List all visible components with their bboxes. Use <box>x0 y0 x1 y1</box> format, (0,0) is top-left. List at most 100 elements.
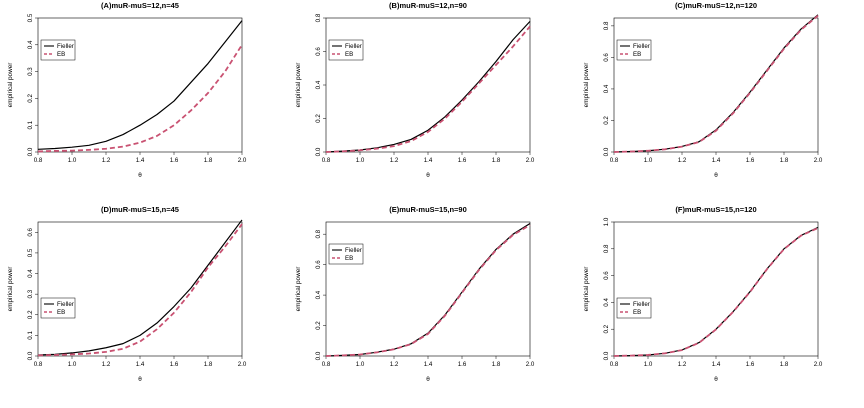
chart-panel-f: (F)muR-muS=15,n=120 0.8 1.0 1.2 1.4 1.6 1.8 2.0… <box>576 204 864 408</box>
y-tick-label: 0.3 <box>27 67 34 76</box>
y-tick-label: 0.1 <box>27 120 34 129</box>
chart-title: (E)muR-muS=15,n=90 <box>389 205 467 214</box>
y-tick-label: 0.5 <box>27 248 34 257</box>
x-tick-label: 1.6 <box>458 157 467 164</box>
legend-box <box>328 243 364 265</box>
y-tick-label: 0.4 <box>27 40 34 49</box>
y-tick-label: 0.3 <box>27 289 34 298</box>
legend-label: EB <box>633 51 641 58</box>
y-tick-label: 0.2 <box>27 310 34 319</box>
y-tick-label: 0.4 <box>603 84 610 93</box>
y-tick-label: 0.2 <box>315 321 322 330</box>
y-axis-label: empirical power <box>295 266 302 312</box>
y-tick-label: 0.1 <box>27 331 34 340</box>
series-line-fieller <box>37 20 243 150</box>
x-tick-label: 1.0 <box>356 361 365 368</box>
x-tick-label: 0.8 <box>322 157 331 164</box>
y-axis-label: empirical power <box>583 62 590 108</box>
y-tick-label: 0.6 <box>603 271 610 280</box>
y-tick-label: 1.0 <box>603 217 610 226</box>
plot-frame <box>37 17 243 153</box>
legend-label: Fieller <box>57 301 74 308</box>
series-line-eb <box>325 25 531 153</box>
x-axis-label: θ <box>426 376 430 383</box>
x-tick-label: 1.0 <box>644 361 653 368</box>
y-tick-label: 0.4 <box>315 80 322 89</box>
legend-label: Fieller <box>57 43 74 50</box>
y-tick-label: 0.4 <box>27 269 34 278</box>
x-tick-label: 0.8 <box>34 361 43 368</box>
x-tick-label: 2.0 <box>238 361 247 368</box>
x-tick-label: 1.2 <box>102 361 111 368</box>
x-tick-label: 1.6 <box>746 361 755 368</box>
y-axis-label: empirical power <box>7 62 14 108</box>
y-tick-label: 0.6 <box>315 47 322 56</box>
x-tick-label: 1.2 <box>390 361 399 368</box>
series-line-eb <box>613 14 819 153</box>
x-tick-label: 2.0 <box>526 361 535 368</box>
legend-box <box>616 297 652 319</box>
chart-title: (F)muR-muS=15,n=120 <box>675 205 756 214</box>
legend-label: Fieller <box>345 247 362 254</box>
chart-svg: (E)muR-muS=15,n=90 0.8 1.0 1.2 1.4 1.6 1.8 2.0 0… <box>295 205 535 383</box>
legend-box <box>40 297 76 319</box>
legend-label: Fieller <box>633 43 650 50</box>
y-axis-label: empirical power <box>295 62 302 108</box>
x-axis-label: θ <box>714 376 718 383</box>
y-tick-label: 0.6 <box>315 260 322 269</box>
chart-panel-c: (C)muR-muS=12,n=120 0.8 1.0 1.2 1.4 1.6 1.8 2.0… <box>576 0 864 204</box>
x-tick-label: 1.8 <box>780 157 789 164</box>
chart-panel-a: (A)muR-muS=12,n=45 0.8 1.0 1.2 1.4 1.6 1.8 2.0 0… <box>0 0 288 204</box>
y-tick-label: 0.2 <box>27 94 34 103</box>
x-tick-label: 1.8 <box>204 361 213 368</box>
series-line-eb <box>613 227 819 357</box>
y-tick-label: 0.0 <box>27 351 34 360</box>
x-tick-label: 1.4 <box>712 361 721 368</box>
x-tick-label: 1.2 <box>390 157 399 164</box>
x-tick-label: 1.2 <box>678 361 687 368</box>
y-tick-label: 0.2 <box>603 116 610 125</box>
chart-svg: (A)muR-muS=12,n=45 0.8 1.0 1.2 1.4 1.6 1.8 2.0 0… <box>7 1 247 179</box>
legend-label: EB <box>345 51 353 58</box>
chart-svg: (F)muR-muS=15,n=120 0.8 1.0 1.2 1.4 1.6 1.8 2.0… <box>583 205 823 383</box>
x-tick-label: 1.4 <box>424 157 433 164</box>
x-tick-label: 2.0 <box>526 157 535 164</box>
x-tick-label: 0.8 <box>610 361 619 368</box>
plot-frame <box>325 221 531 357</box>
chart-title: (B)muR-muS=12,n=90 <box>389 1 467 10</box>
x-tick-label: 0.8 <box>610 157 619 164</box>
series-line-eb <box>37 44 243 153</box>
x-tick-label: 2.0 <box>814 157 823 164</box>
x-axis-label: θ <box>138 172 142 179</box>
y-tick-label: 0.4 <box>603 298 610 307</box>
chart-title: (A)muR-muS=12,n=45 <box>101 1 179 10</box>
x-tick-label: 1.2 <box>678 157 687 164</box>
y-tick-label: 0.0 <box>315 147 322 156</box>
chart-svg: (D)muR-muS=15,n=45 0.8 1.0 1.2 1.4 1.6 1.8 2.0 0… <box>7 205 247 383</box>
y-tick-label: 0.6 <box>27 227 34 236</box>
x-tick-label: 1.2 <box>102 157 111 164</box>
y-tick-label: 0.0 <box>603 351 610 360</box>
x-axis-label: θ <box>426 172 430 179</box>
y-tick-label: 0.0 <box>27 147 34 156</box>
y-tick-label: 0.6 <box>603 53 610 62</box>
chart-panel-b: (B)muR-muS=12,n=90 0.8 1.0 1.2 1.4 1.6 1.8 2.0 0… <box>288 0 576 204</box>
x-tick-label: 1.6 <box>170 157 179 164</box>
plot-frame <box>613 17 819 153</box>
x-tick-label: 1.4 <box>712 157 721 164</box>
series-line-fieller <box>37 219 243 356</box>
x-tick-label: 1.0 <box>68 361 77 368</box>
y-tick-label: 0.2 <box>603 324 610 333</box>
plot-frame <box>613 221 819 357</box>
x-tick-label: 1.6 <box>458 361 467 368</box>
chart-panel-e: (E)muR-muS=15,n=90 0.8 1.0 1.2 1.4 1.6 1.8 2.0 0… <box>288 204 576 408</box>
x-tick-label: 1.0 <box>68 157 77 164</box>
x-tick-label: 1.6 <box>170 361 179 368</box>
series-line-eb <box>325 224 531 357</box>
x-tick-label: 1.4 <box>424 361 433 368</box>
